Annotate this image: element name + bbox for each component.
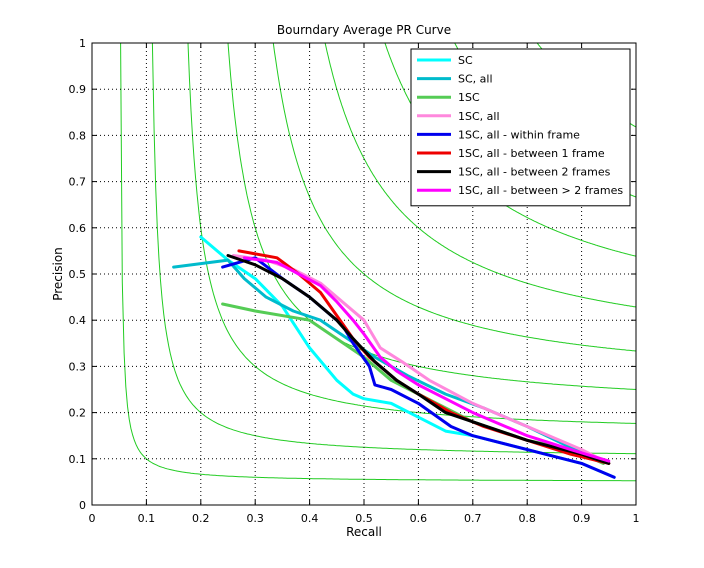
legend-label: 1SC, all - between 1 frame (458, 147, 605, 160)
x-tick-label: 0.5 (355, 512, 373, 525)
iso-f-curve (187, 43, 636, 424)
y-tick-label: 0.1 (69, 453, 87, 466)
legend-label: 1SC, all (458, 110, 500, 123)
iso-f-curve (272, 43, 636, 352)
legend: SC SC, all 1SC 1SC, all 1SC, all - within fr… (410, 48, 631, 207)
x-tick-label: 0.4 (301, 512, 319, 525)
y-tick-label: 0.2 (69, 407, 87, 420)
series-line (242, 256, 611, 463)
x-axis-label: Recall (346, 525, 382, 539)
series-line (226, 254, 611, 465)
iso-f-curve (324, 43, 636, 308)
chart-title: Bourndary Average PR Curve (277, 23, 451, 37)
x-tick-label: 0.9 (573, 512, 591, 525)
x-tick-label: 0 (89, 512, 96, 525)
x-tick-label: 0.1 (138, 512, 156, 525)
legend-label: SC (458, 54, 473, 67)
x-tick-label: 0.7 (464, 512, 482, 525)
x-tick-label: 0.6 (410, 512, 428, 525)
x-tick-label: 1 (633, 512, 640, 525)
y-axis-label: Precision (51, 247, 65, 301)
iso-f-curve (120, 43, 636, 482)
series-lines (172, 235, 616, 479)
legend-label: SC, all (458, 73, 493, 86)
axis-ticks: 0 0.1 0.2 0.3 0.4 0.5 0.6 0.7 0.8 0.9 1 0 0.1 0.2 0.3 0… (69, 37, 640, 525)
y-tick-label: 0.4 (69, 314, 87, 327)
iso-f-curve (151, 43, 636, 455)
y-tick-label: 0.8 (69, 129, 87, 142)
y-tick-label: 1 (79, 37, 86, 50)
legend-label: 1SC (458, 91, 480, 104)
iso-f-curve (227, 43, 636, 390)
y-tick-label: 0.3 (69, 360, 87, 373)
legend-label: 1SC, all - between 2 frames (458, 166, 611, 179)
legend-label: 1SC, all - between > 2 frames (458, 184, 623, 197)
x-tick-label: 0.8 (518, 512, 536, 525)
legend-label: 1SC, all - within frame (458, 128, 580, 141)
legend-box (410, 48, 631, 207)
y-tick-label: 0.7 (69, 176, 87, 189)
y-tick-label: 0.5 (69, 268, 87, 281)
x-tick-label: 0.2 (192, 512, 210, 525)
y-tick-label: 0 (79, 499, 86, 512)
x-tick-label: 0.3 (246, 512, 264, 525)
y-tick-label: 0.6 (69, 222, 87, 235)
y-tick-label: 0.9 (69, 83, 87, 96)
